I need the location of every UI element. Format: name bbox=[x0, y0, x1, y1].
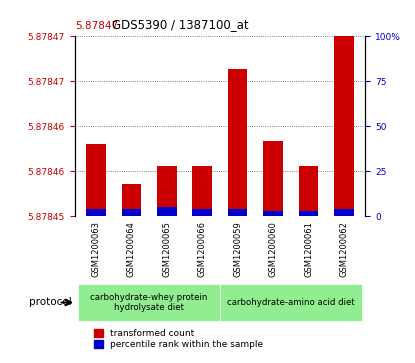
Bar bbox=[193, 166, 212, 216]
Text: protocol: protocol bbox=[29, 298, 72, 307]
Bar bbox=[334, 36, 354, 216]
Bar bbox=[228, 69, 247, 216]
Bar bbox=[122, 209, 141, 216]
Text: 5.87847: 5.87847 bbox=[75, 21, 118, 31]
Bar bbox=[264, 211, 283, 216]
Bar bbox=[299, 166, 318, 216]
FancyBboxPatch shape bbox=[78, 284, 220, 321]
Text: GSM1200064: GSM1200064 bbox=[127, 221, 136, 277]
Bar bbox=[86, 144, 106, 216]
Bar bbox=[193, 209, 212, 216]
Bar bbox=[228, 209, 247, 216]
Text: GSM1200061: GSM1200061 bbox=[304, 221, 313, 277]
FancyBboxPatch shape bbox=[220, 284, 361, 321]
Text: GSM1200065: GSM1200065 bbox=[162, 221, 171, 277]
Text: GSM1200059: GSM1200059 bbox=[233, 221, 242, 277]
Bar bbox=[299, 211, 318, 216]
Text: carbohydrate-amino acid diet: carbohydrate-amino acid diet bbox=[227, 298, 355, 307]
Text: GDS5390 / 1387100_at: GDS5390 / 1387100_at bbox=[112, 18, 249, 31]
Text: GSM1200060: GSM1200060 bbox=[269, 221, 278, 277]
Bar bbox=[264, 140, 283, 216]
Legend: transformed count, percentile rank within the sample: transformed count, percentile rank withi… bbox=[94, 329, 263, 349]
Bar bbox=[86, 209, 106, 216]
Bar bbox=[157, 166, 176, 216]
Text: carbohydrate-whey protein
hydrolysate diet: carbohydrate-whey protein hydrolysate di… bbox=[90, 293, 208, 312]
Text: GSM1200062: GSM1200062 bbox=[339, 221, 349, 277]
Text: GSM1200063: GSM1200063 bbox=[91, 221, 100, 277]
Bar bbox=[157, 207, 176, 216]
Bar bbox=[334, 209, 354, 216]
Text: GSM1200066: GSM1200066 bbox=[198, 221, 207, 277]
Bar bbox=[122, 184, 141, 216]
